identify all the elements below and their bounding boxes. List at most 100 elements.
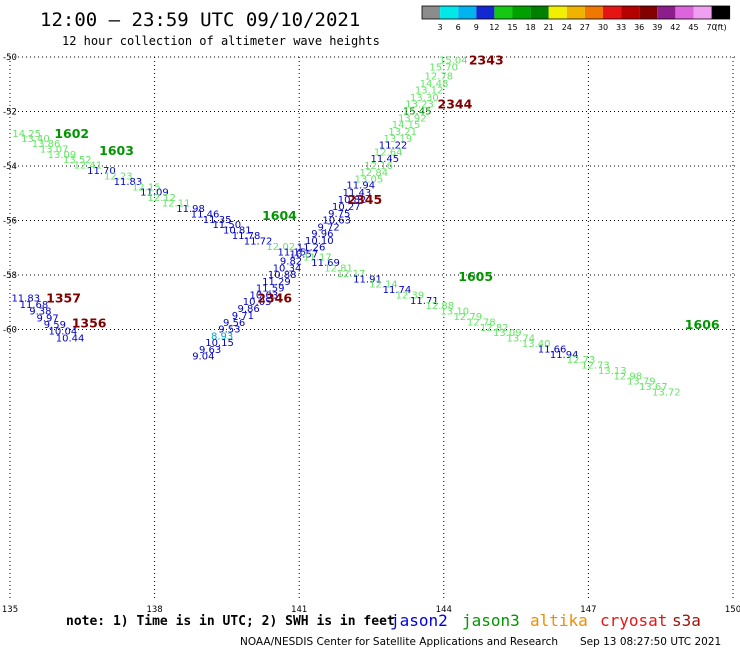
colorbar-swatch	[639, 6, 658, 19]
colorbar-legend: 3 6 9 12 15 18 21 24 27 30 33 36 39 42 45 70(ft)	[421, 5, 731, 32]
colorbar-label: 42	[670, 23, 680, 32]
wave-height-value: 12.15	[132, 182, 161, 193]
footer-note: note: 1) Time is in UTC; 2) SWH is in fe…	[66, 614, 395, 629]
wave-height-value: 13.12	[415, 86, 444, 97]
wave-height-value: 13.72	[652, 388, 681, 399]
wave-height-value: 9.86	[238, 304, 260, 315]
wave-height-value: 9.96	[311, 229, 333, 240]
colorbar-swatch	[675, 6, 694, 19]
wave-height-value: 12.02	[266, 242, 295, 253]
wave-height-value: 14.15	[392, 120, 421, 131]
wave-height-value: 14.48	[420, 79, 449, 90]
pass-time-label: 1606	[685, 317, 720, 332]
wave-height-value: 9.56	[223, 318, 245, 329]
wave-height-value: 12.12	[147, 193, 176, 204]
wave-height-value: 10.27	[332, 202, 361, 213]
wave-height-value: 9.53	[218, 324, 240, 335]
colorbar-swatch	[458, 6, 477, 19]
wave-height-value: 11.22	[379, 141, 408, 152]
satellite-jason3: jason3	[462, 611, 520, 630]
lon-tick-label: 150	[725, 605, 740, 615]
wave-height-value: 11.68	[20, 300, 49, 311]
altimeter-tracks: 15.0415.7012.7814.4813.1213.3013.2315.45…	[11, 56, 680, 399]
map-grid	[9, 56, 735, 600]
wave-height-value: 11.35	[203, 215, 232, 226]
colorbar-label: 39	[652, 23, 662, 32]
wave-height-value: 10.63	[322, 215, 351, 226]
wave-height-value: 13.86	[32, 139, 61, 150]
colorbar-label: 27	[580, 23, 590, 32]
wave-height-value: 13.74	[506, 334, 535, 345]
colorbar-swatch	[711, 6, 730, 19]
lat-tick-label: -58	[3, 271, 17, 281]
colorbar-swatch	[603, 6, 622, 19]
satellite-s3a: s3a	[672, 611, 701, 630]
pass-time-label: 1603	[99, 143, 134, 158]
wave-height-value: 15.70	[429, 63, 458, 74]
wave-height-value: 13.10	[440, 307, 469, 318]
lat-tick-label: -50	[3, 53, 17, 63]
satellite-cryosat: cryosat	[600, 611, 667, 630]
pass-time-label: 2343	[469, 53, 504, 68]
wave-height-value: 13.13	[598, 366, 627, 377]
wave-height-value: 10.81	[223, 225, 252, 236]
wave-height-value: 9.59	[44, 320, 66, 331]
wave-height-value: 13.07	[40, 145, 69, 156]
wave-height-value: 11.43	[343, 188, 372, 199]
wave-height-value: 11.71	[410, 296, 439, 307]
pass-time-labels: 2343 2344 2345 2346 1357 1356 1602 1603 1604 1605…	[46, 53, 720, 332]
colorbar-label: 15	[507, 23, 517, 32]
axis-ticks: 135 138 141 144 147 150 -50 -52 -54 -56 -58 -60	[2, 53, 740, 615]
pass-time-label: 1604	[262, 208, 297, 223]
colorbar-swatch	[530, 6, 549, 19]
colorbar-label: 21	[544, 23, 554, 32]
wave-height-value: 9.63	[199, 345, 221, 356]
wave-height-value: 12.17	[337, 269, 366, 280]
wave-height-value: 11.29	[262, 277, 291, 288]
colorbar-label: 3	[438, 23, 443, 32]
satellite-altika: altika	[530, 611, 588, 630]
colorbar-label: 18	[526, 23, 536, 32]
wave-height-value: 11.59	[256, 284, 285, 295]
wave-height-value: 12.11	[162, 199, 191, 210]
lat-tick-label: -60	[3, 326, 17, 336]
wave-height-value: 11.15	[278, 247, 307, 258]
wave-height-value: 11.91	[353, 274, 382, 285]
colorbar-label: 70	[707, 23, 717, 32]
wave-height-value: 13.79	[627, 377, 656, 388]
colorbar-label: 24	[562, 23, 572, 32]
colorbar-swatch	[566, 6, 585, 19]
lat-tick-label: -52	[3, 108, 17, 118]
page-title: 12:00 – 23:59 UTC 09/10/2021	[40, 9, 360, 31]
wave-height-value: 10.44	[56, 333, 85, 344]
wave-height-value: 11.72	[244, 236, 273, 247]
colorbar-swatch	[512, 6, 531, 19]
colorbar-swatch	[621, 6, 640, 19]
wave-height-value: 10.10	[305, 236, 334, 247]
wave-height-value: 15.04	[439, 56, 468, 67]
pass-time-label: 2345	[347, 192, 382, 207]
wave-height-value: 12.78	[467, 317, 496, 328]
wave-height-value: 9.71	[232, 311, 254, 322]
wave-height-value: 13.52	[63, 155, 92, 166]
wave-height-value: 14.25	[12, 129, 41, 140]
wave-height-value: 13.19	[384, 134, 413, 145]
wave-height-value: 11.94	[550, 350, 579, 361]
wave-height-value: 10.82	[338, 195, 367, 206]
wave-height-value: 9.75	[328, 209, 350, 220]
wave-height-value: 12.84	[359, 168, 388, 179]
wave-height-value: 11.83	[114, 177, 143, 188]
colorbar-label: 6	[456, 23, 461, 32]
pass-time-label: 1605	[458, 269, 493, 284]
colorbar-swatch	[584, 6, 603, 19]
lon-tick-label: 147	[580, 605, 596, 615]
wave-height-value: 11.09	[140, 188, 169, 199]
wave-height-value: 13.23	[405, 100, 434, 111]
lat-tick-label: -56	[3, 217, 17, 227]
wave-height-value: 11.17	[303, 252, 332, 263]
wave-height-value: 12.41	[74, 161, 103, 172]
wave-height-value: 12.88	[425, 301, 454, 312]
colorbar-label: 33	[616, 23, 626, 32]
footer-timestamp: Sep 13 08:27:50 UTC 2021	[580, 636, 721, 648]
